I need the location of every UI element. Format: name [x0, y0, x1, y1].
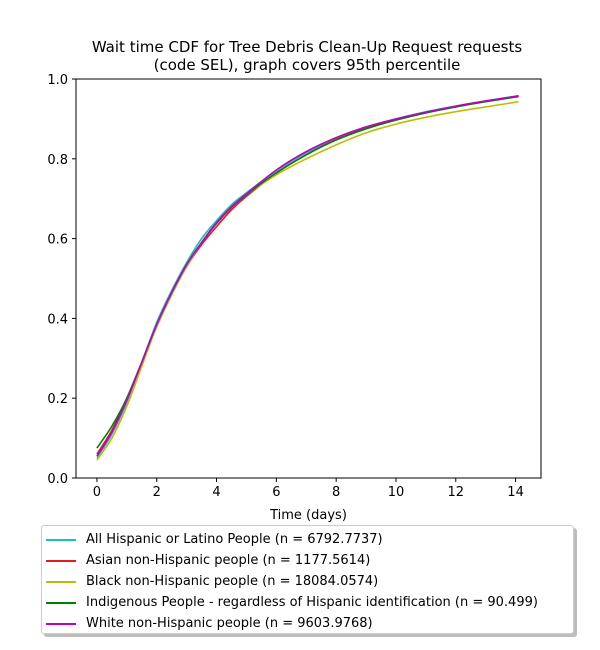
- y-tick-label: 0.4: [47, 312, 68, 327]
- series-line-4: [96, 94, 519, 457]
- series-line-1: [96, 95, 519, 455]
- chart-title-line: (code SEL), graph covers 95th percentile: [154, 56, 461, 74]
- legend-item: Asian non-Hispanic people (n = 1177.5614…: [42, 550, 370, 571]
- y-tick-label: 0.6: [47, 233, 68, 248]
- legend-swatch: [46, 559, 76, 562]
- legend-item: All Hispanic or Latino People (n = 6792.…: [42, 529, 383, 550]
- series-line-3: [96, 95, 519, 449]
- legend-item: Black non-Hispanic people (n = 18084.057…: [42, 571, 378, 592]
- axes-frame: [75, 78, 542, 479]
- x-tick-label: 0: [93, 485, 101, 500]
- legend-label: Black non-Hispanic people (n = 18084.057…: [86, 574, 379, 589]
- y-tick-label: 0.0: [47, 472, 68, 487]
- x-tick-label: 2: [153, 485, 161, 500]
- y-tick-label: 0.8: [47, 153, 68, 168]
- x-tick-label: 10: [388, 485, 405, 500]
- legend-item: Indigenous People - regardless of Hispan…: [42, 592, 538, 613]
- y-tick-label: 0.2: [47, 392, 68, 407]
- legend-swatch: [46, 601, 76, 604]
- legend-label: Indigenous People - regardless of Hispan…: [86, 595, 538, 610]
- chart-title: Wait time CDF for Tree Debris Clean-Up R…: [92, 38, 523, 74]
- series-line-2: [96, 100, 519, 461]
- legend-swatch: [46, 580, 76, 583]
- legend-label: White non-Hispanic people (n = 9603.9768…: [86, 616, 373, 631]
- legend-label: All Hispanic or Latino People (n = 6792.…: [86, 532, 383, 547]
- x-tick-label: 4: [212, 485, 220, 500]
- y-axis: 0.0 0.2 0.4 0.6 0.8 1.0: [47, 73, 76, 487]
- legend: All Hispanic or Latino People (n = 6792.…: [41, 525, 574, 634]
- x-axis: 0 2 4 6 8 10 12 14: [93, 478, 524, 500]
- y-tick-label: 1.0: [47, 73, 68, 88]
- x-tick-label: 14: [507, 485, 524, 500]
- legend-item: White non-Hispanic people (n = 9603.9768…: [42, 613, 373, 634]
- series-lines: [96, 94, 519, 461]
- x-axis-label: Time (days): [269, 508, 347, 523]
- legend-label: Asian non-Hispanic people (n = 1177.5614…: [86, 553, 371, 568]
- x-tick-label: 8: [332, 485, 340, 500]
- chart-title-line: Wait time CDF for Tree Debris Clean-Up R…: [92, 38, 523, 56]
- legend-swatch: [46, 538, 76, 541]
- x-tick-label: 6: [272, 485, 280, 500]
- legend-swatch: [46, 622, 76, 625]
- x-tick-label: 12: [448, 485, 465, 500]
